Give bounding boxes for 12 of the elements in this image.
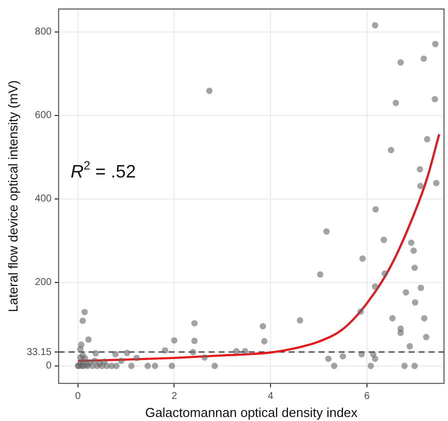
y-tick-label: 800 [34,26,52,38]
x-tick-label: 4 [268,391,274,402]
y-tick-label: 33.15 [26,346,52,358]
x-tick-label: 0 [75,391,82,402]
x-tick-label: 2 [171,391,178,402]
x-axis-title: Galactomannan optical density index [145,404,358,420]
y-tick-label: 0 [46,360,52,372]
y-tick-label: 600 [34,110,52,122]
y-tick-label: 200 [34,277,52,288]
y-axis-title: Lateral flow device optical intensity (mV) [5,80,20,312]
y-tick-label: 400 [34,194,52,205]
x-tick-label: 6 [364,391,370,402]
